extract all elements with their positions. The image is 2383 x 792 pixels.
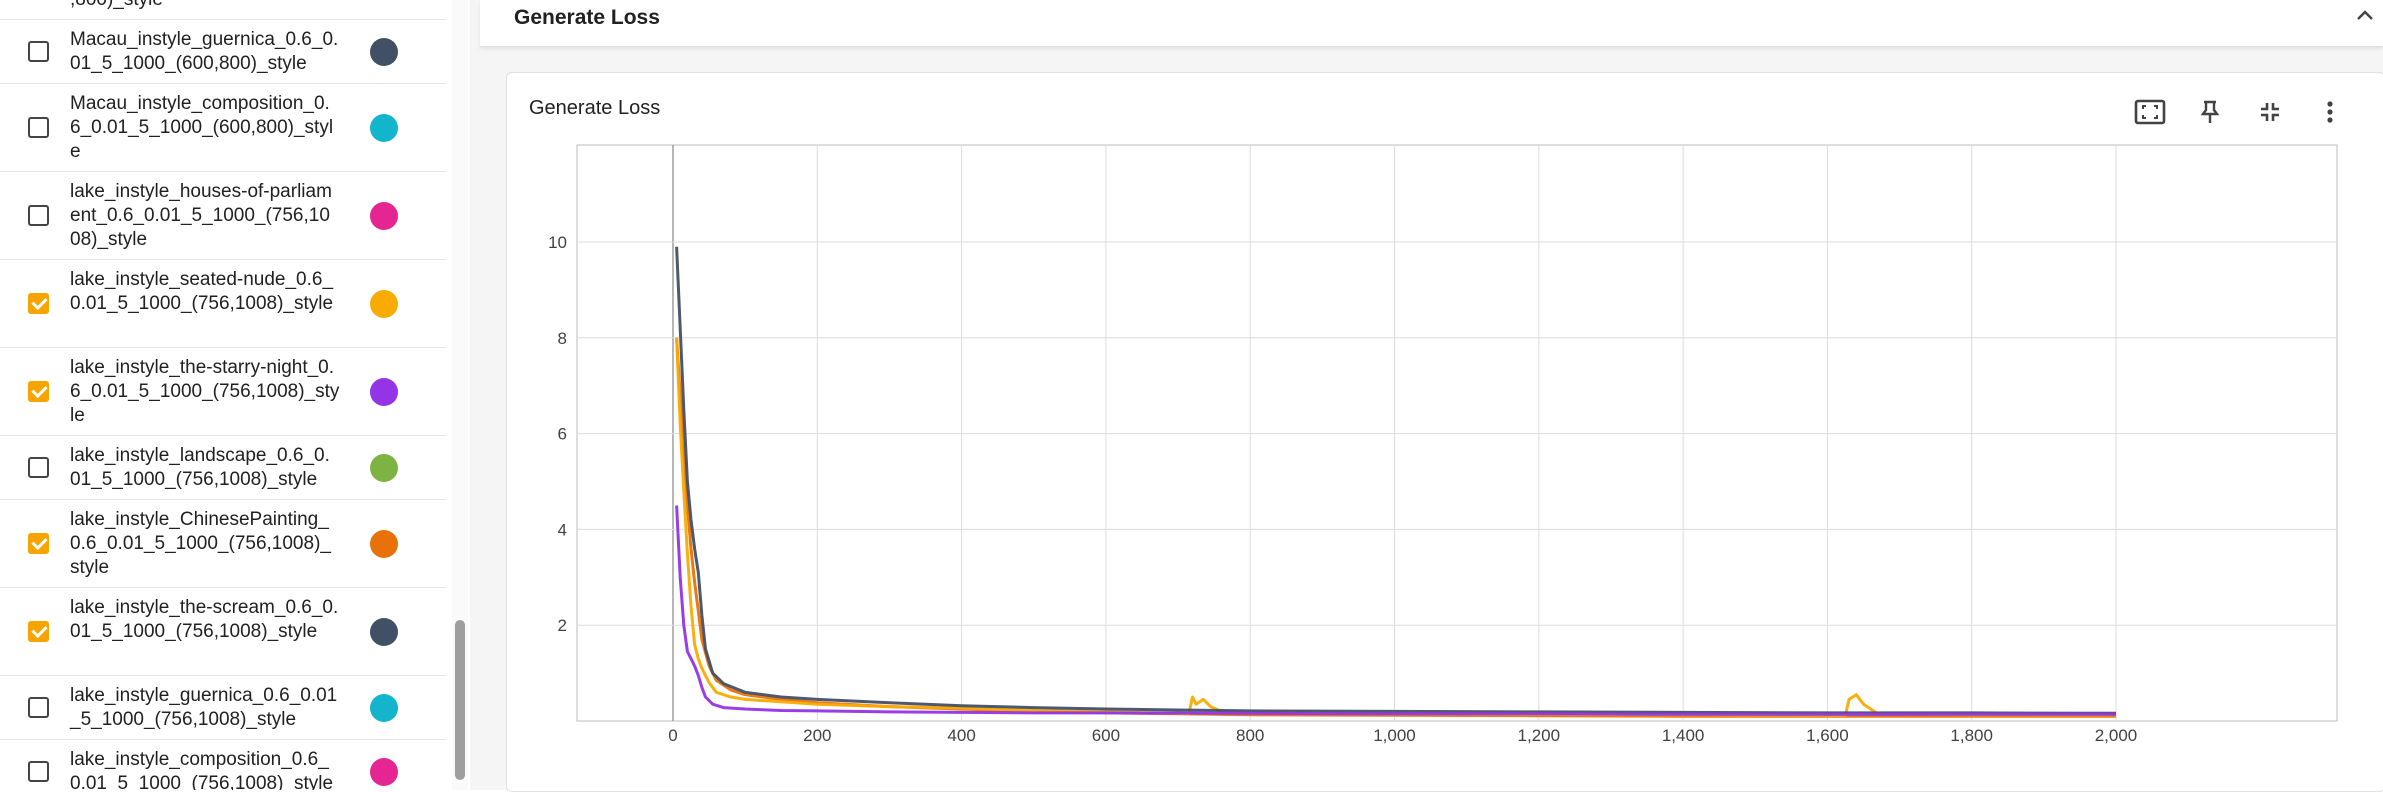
run-row[interactable]: lake_instyle_composition_0.6_0.01_5_1000… <box>0 740 446 790</box>
x-tick-label: 1,000 <box>1373 726 1416 745</box>
run-name: lake_instyle_composition_0.6_0.01_5_1000… <box>70 749 334 790</box>
x-tick-label: 1,600 <box>1806 726 1849 745</box>
x-tick-label: 1,800 <box>1950 726 1993 745</box>
run-color-swatch[interactable] <box>370 758 398 786</box>
run-color-swatch[interactable] <box>370 618 398 646</box>
section-header[interactable]: Generate Loss <box>480 0 2383 47</box>
run-name: lake_instyle_landscape_0.6_0.01_5_1000_(… <box>70 445 330 490</box>
y-tick-label: 4 <box>558 520 567 539</box>
y-tick-label: 10 <box>548 233 567 252</box>
run-checkbox[interactable] <box>28 533 49 554</box>
run-color-swatch[interactable] <box>370 114 398 142</box>
run-checkbox[interactable] <box>28 381 49 402</box>
run-name: lake_instyle_houses-of-parliament_0.6_0.… <box>70 181 332 250</box>
pin-icon[interactable] <box>2193 95 2227 129</box>
run-row[interactable]: lake_instyle_the-scream_0.6_0.01_5_1000_… <box>0 588 446 676</box>
run-name: lake_instyle_guernica_0.6_0.01_5_1000_(7… <box>70 685 338 730</box>
section-title: Generate Loss <box>514 6 660 29</box>
series-line <box>675 505 2116 716</box>
run-name: lake_instyle_the-starry-night_0.6_0.01_5… <box>70 357 340 426</box>
run-row[interactable]: lake_instyle_ChinesePainting_0.6_0.01_5_… <box>0 500 446 588</box>
more-vert-icon[interactable] <box>2313 95 2347 129</box>
run-checkbox[interactable] <box>28 457 49 478</box>
loss-chart[interactable]: 0 200 400 600 800 1,000 1,200 1,400 1,600 1,800 2,… <box>507 73 2383 791</box>
run-name: lake_instyle_the-scream_0.6_0.01_5_1000_… <box>70 597 339 642</box>
run-color-swatch[interactable] <box>370 530 398 558</box>
run-color-swatch[interactable] <box>370 290 398 318</box>
run-list-scroll-thumb[interactable] <box>455 620 465 780</box>
plot-area <box>576 144 2338 722</box>
y-tick-label: 8 <box>558 329 567 348</box>
run-row[interactable]: lake_instyle_guernica_0.6_0.01_5_1000_(7… <box>0 676 446 740</box>
run-checkbox[interactable] <box>28 117 49 138</box>
x-tick-label: 600 <box>1092 726 1120 745</box>
x-tick-label: 1,200 <box>1518 726 1561 745</box>
run-name: lake_instyle_seated-nude_0.6_0.01_5_1000… <box>70 269 334 314</box>
run-row[interactable]: lake_instyle_houses-of-parliament_0.6_0.… <box>0 172 446 260</box>
x-tick-label: 400 <box>947 726 975 745</box>
x-tick-label: 0 <box>668 726 677 745</box>
run-color-swatch[interactable] <box>370 694 398 722</box>
run-color-swatch[interactable] <box>370 378 398 406</box>
run-row[interactable]: lake_instyle_seated-nude_0.6_0.01_5_1000… <box>0 260 446 348</box>
run-list-scrollbar[interactable] <box>452 0 468 790</box>
x-tick-label: 2,000 <box>2095 726 2138 745</box>
run-row[interactable]: lake_instyle_landscape_0.6_0.01_5_1000_(… <box>0 436 446 500</box>
run-checkbox[interactable] <box>28 205 49 226</box>
main-panel: Generate Loss Generate Loss 0 200 400 600 80… <box>470 0 2383 792</box>
run-checkbox[interactable] <box>28 761 49 782</box>
run-row[interactable]: ,800)_style <box>0 0 446 20</box>
chevron-up-icon[interactable] <box>2353 4 2377 28</box>
exit-fullscreen-icon[interactable] <box>2253 95 2287 129</box>
run-name: Macau_instyle_guernica_0.6_0.01_5_1000_(… <box>70 29 339 74</box>
run-color-swatch[interactable] <box>370 454 398 482</box>
fit-to-domain-icon[interactable] <box>2133 95 2167 129</box>
y-tick-label: 2 <box>558 616 567 635</box>
run-name: ,800)_style <box>70 0 340 12</box>
run-name: Macau_instyle_composition_0.6_0.01_5_100… <box>70 93 334 162</box>
run-color-swatch[interactable] <box>370 202 398 230</box>
run-checkbox[interactable] <box>28 697 49 718</box>
run-row[interactable]: Macau_instyle_composition_0.6_0.01_5_100… <box>0 84 446 172</box>
y-tick-label: 6 <box>558 425 567 444</box>
x-tick-label: 200 <box>803 726 831 745</box>
run-checkbox[interactable] <box>28 621 49 642</box>
x-tick-label: 800 <box>1236 726 1264 745</box>
run-row[interactable]: Macau_instyle_guernica_0.6_0.01_5_1000_(… <box>0 20 446 84</box>
run-checkbox[interactable] <box>28 293 49 314</box>
chart-card: Generate Loss 0 200 400 600 800 1,000 1,200 1,4… <box>506 72 2383 792</box>
run-color-swatch[interactable] <box>370 38 398 66</box>
chart-card-title: Generate Loss <box>529 97 661 119</box>
run-row[interactable]: lake_instyle_the-starry-night_0.6_0.01_5… <box>0 348 446 436</box>
run-name: lake_instyle_ChinesePainting_0.6_0.01_5_… <box>70 509 331 578</box>
series-line <box>675 246 2117 715</box>
run-list: ,800)_style Macau_instyle_guernica_0.6_0.… <box>0 0 470 790</box>
run-checkbox[interactable] <box>28 41 49 62</box>
x-tick-label: 1,400 <box>1662 726 1705 745</box>
